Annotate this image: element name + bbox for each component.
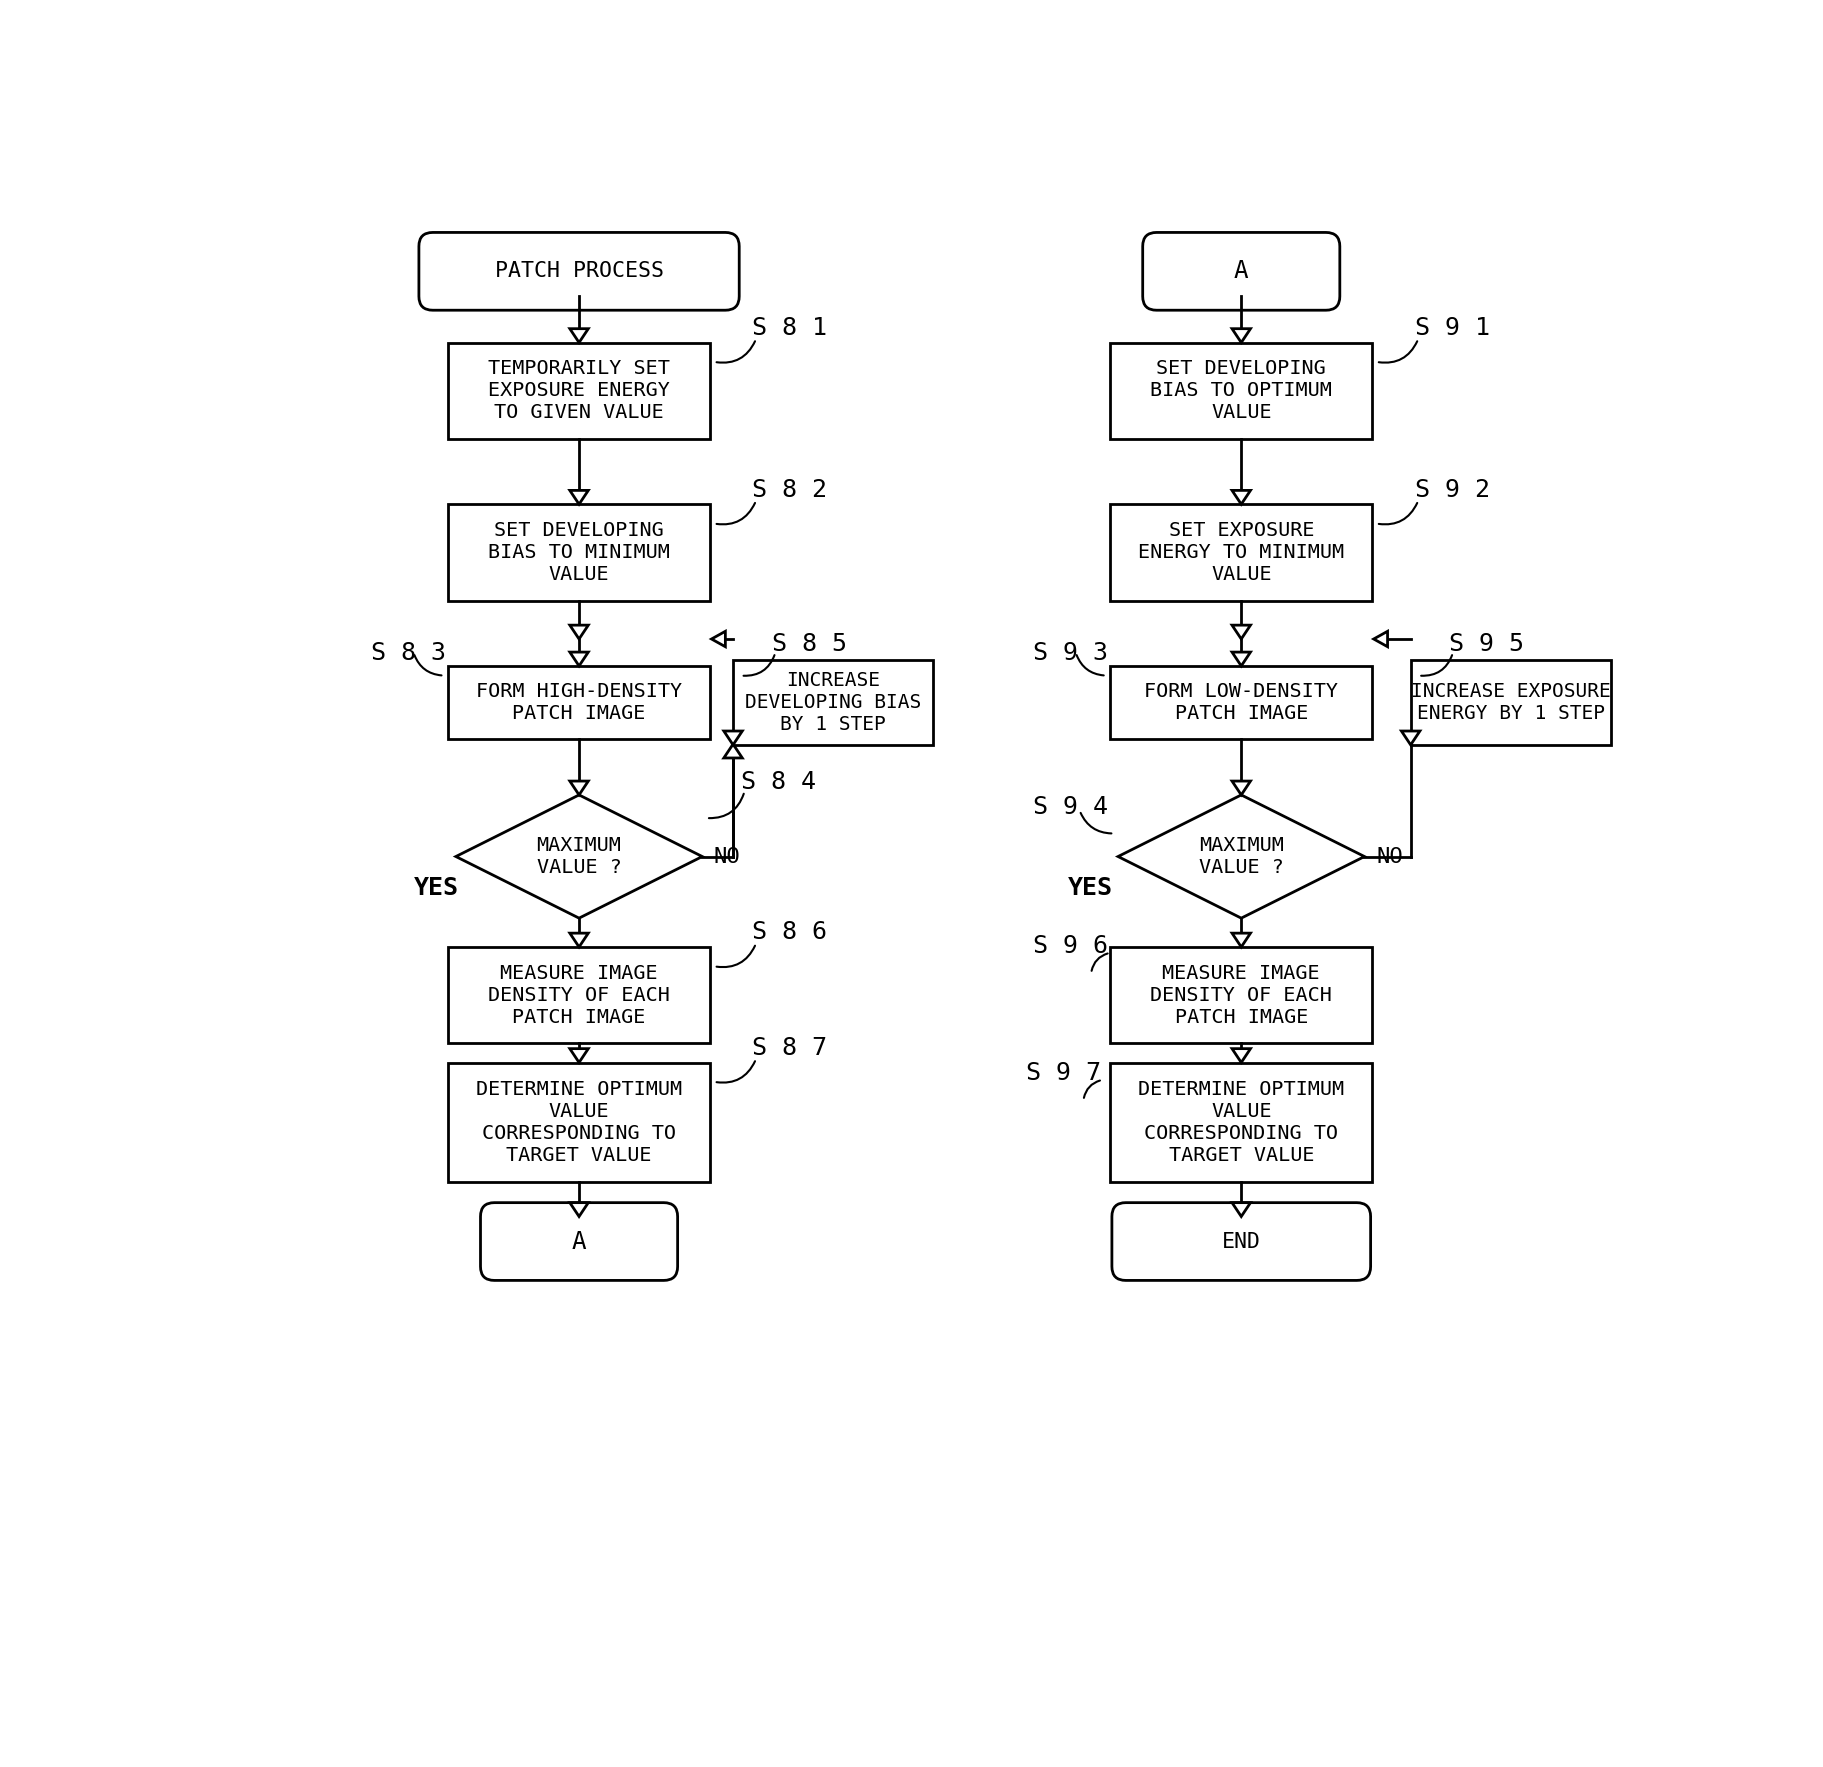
Polygon shape xyxy=(1231,1048,1251,1062)
Polygon shape xyxy=(569,781,589,795)
Text: NO: NO xyxy=(1375,846,1402,866)
Polygon shape xyxy=(1231,1203,1251,1216)
Bar xyxy=(448,343,709,438)
Text: FORM LOW-DENSITY
PATCH IMAGE: FORM LOW-DENSITY PATCH IMAGE xyxy=(1143,682,1338,723)
Text: A: A xyxy=(1234,260,1249,283)
Bar xyxy=(1409,661,1610,746)
Polygon shape xyxy=(724,732,742,746)
Text: S 9 6: S 9 6 xyxy=(1034,933,1108,958)
Text: MEASURE IMAGE
DENSITY OF EACH
PATCH IMAGE: MEASURE IMAGE DENSITY OF EACH PATCH IMAG… xyxy=(489,963,669,1027)
Text: MAXIMUM
VALUE ?: MAXIMUM VALUE ? xyxy=(1198,836,1283,876)
Polygon shape xyxy=(569,626,589,640)
FancyBboxPatch shape xyxy=(1141,233,1340,311)
Polygon shape xyxy=(456,795,702,919)
Text: S 9 4: S 9 4 xyxy=(1034,795,1108,820)
Text: INCREASE EXPOSURE
ENERGY BY 1 STEP: INCREASE EXPOSURE ENERGY BY 1 STEP xyxy=(1411,682,1610,723)
Polygon shape xyxy=(1400,732,1418,746)
Bar xyxy=(448,504,709,601)
Text: S 8 3: S 8 3 xyxy=(370,641,447,664)
Text: SET DEVELOPING
BIAS TO MINIMUM
VALUE: SET DEVELOPING BIAS TO MINIMUM VALUE xyxy=(489,521,669,583)
Polygon shape xyxy=(1117,795,1364,919)
Bar xyxy=(1110,1062,1371,1182)
Text: FORM HIGH-DENSITY
PATCH IMAGE: FORM HIGH-DENSITY PATCH IMAGE xyxy=(476,682,682,723)
Polygon shape xyxy=(1231,329,1251,343)
FancyBboxPatch shape xyxy=(419,233,738,311)
Text: YES: YES xyxy=(414,876,458,899)
FancyBboxPatch shape xyxy=(479,1203,678,1281)
Text: MAXIMUM
VALUE ?: MAXIMUM VALUE ? xyxy=(536,836,622,876)
Polygon shape xyxy=(569,329,589,343)
Bar xyxy=(448,1062,709,1182)
Text: INCREASE
DEVELOPING BIAS
BY 1 STEP: INCREASE DEVELOPING BIAS BY 1 STEP xyxy=(744,671,921,733)
Text: DETERMINE OPTIMUM
VALUE
CORRESPONDING TO
TARGET VALUE: DETERMINE OPTIMUM VALUE CORRESPONDING TO… xyxy=(476,1080,682,1164)
Text: S 9 1: S 9 1 xyxy=(1413,316,1489,339)
Text: SET EXPOSURE
ENERGY TO MINIMUM
VALUE: SET EXPOSURE ENERGY TO MINIMUM VALUE xyxy=(1138,521,1344,583)
Text: TEMPORARILY SET
EXPOSURE ENERGY
TO GIVEN VALUE: TEMPORARILY SET EXPOSURE ENERGY TO GIVEN… xyxy=(489,359,669,422)
Polygon shape xyxy=(569,491,589,504)
Text: S 8 2: S 8 2 xyxy=(751,477,828,502)
Text: YES: YES xyxy=(1068,876,1112,899)
Text: S 8 7: S 8 7 xyxy=(751,1035,828,1060)
Polygon shape xyxy=(1231,652,1251,666)
Polygon shape xyxy=(724,744,742,758)
Text: S 9 5: S 9 5 xyxy=(1447,633,1524,656)
Text: A: A xyxy=(571,1230,585,1253)
Text: S 8 5: S 8 5 xyxy=(771,633,846,656)
Text: MEASURE IMAGE
DENSITY OF EACH
PATCH IMAGE: MEASURE IMAGE DENSITY OF EACH PATCH IMAG… xyxy=(1150,963,1331,1027)
Text: S 9 3: S 9 3 xyxy=(1034,641,1108,664)
Polygon shape xyxy=(1231,781,1251,795)
Bar xyxy=(1110,666,1371,739)
Polygon shape xyxy=(569,933,589,947)
Text: S 9 2: S 9 2 xyxy=(1413,477,1489,502)
Polygon shape xyxy=(569,652,589,666)
Text: S 8 1: S 8 1 xyxy=(751,316,828,339)
Bar xyxy=(733,661,933,746)
Polygon shape xyxy=(1231,933,1251,947)
Text: SET DEVELOPING
BIAS TO OPTIMUM
VALUE: SET DEVELOPING BIAS TO OPTIMUM VALUE xyxy=(1150,359,1331,422)
Polygon shape xyxy=(1373,631,1387,647)
Polygon shape xyxy=(569,1048,589,1062)
Text: END: END xyxy=(1221,1232,1260,1251)
Bar xyxy=(1110,947,1371,1043)
Text: NO: NO xyxy=(713,846,740,866)
Text: S 9 7: S 9 7 xyxy=(1025,1060,1099,1085)
Text: DETERMINE OPTIMUM
VALUE
CORRESPONDING TO
TARGET VALUE: DETERMINE OPTIMUM VALUE CORRESPONDING TO… xyxy=(1138,1080,1344,1164)
Polygon shape xyxy=(711,631,726,647)
Polygon shape xyxy=(1231,626,1251,640)
Bar xyxy=(1110,343,1371,438)
Polygon shape xyxy=(569,1203,589,1216)
Text: S 8 4: S 8 4 xyxy=(740,770,815,793)
FancyBboxPatch shape xyxy=(1112,1203,1369,1281)
Text: S 8 6: S 8 6 xyxy=(751,921,828,944)
Polygon shape xyxy=(1231,491,1251,504)
Bar xyxy=(1110,504,1371,601)
Bar xyxy=(448,947,709,1043)
Bar xyxy=(448,666,709,739)
Text: PATCH PROCESS: PATCH PROCESS xyxy=(494,262,664,281)
